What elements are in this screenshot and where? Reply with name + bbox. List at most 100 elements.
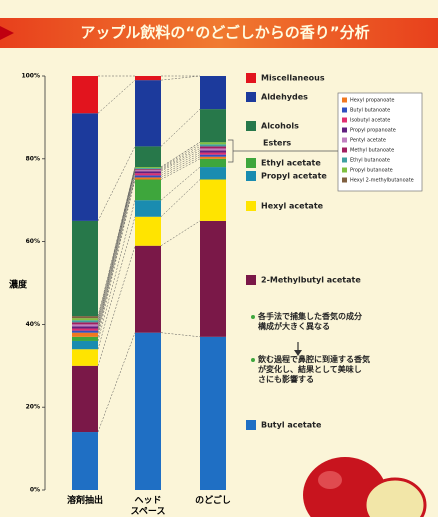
bar-segment	[72, 337, 98, 341]
legend-label: Propyl butanoate	[350, 168, 393, 174]
connector-line	[161, 142, 200, 167]
bar-segment	[72, 326, 98, 328]
legend-label: Butyl acetate	[261, 421, 322, 430]
legend-swatch	[342, 148, 347, 153]
y-tick-label: 100%	[21, 73, 40, 80]
legend-swatch	[246, 171, 256, 181]
chart: アップル飲料の“のどごしからの香り”分析 濃度 0%20%40%60%80%10…	[0, 0, 438, 517]
legend-label: Hexyl 2-methylbutanoate	[350, 178, 414, 184]
bar-segment	[135, 175, 161, 177]
bar-segment	[135, 246, 161, 333]
connector-line	[161, 159, 200, 180]
connector-line	[98, 217, 135, 349]
connector-line	[161, 153, 200, 174]
legend-swatch	[246, 158, 256, 168]
bar-segment	[72, 221, 98, 316]
bar-segment	[200, 157, 226, 159]
connector-line	[161, 180, 200, 217]
bar-segment	[72, 318, 98, 320]
annotation-bullet	[251, 358, 255, 362]
legend-label: Alcohols	[261, 122, 299, 131]
legend-label: Propyl propanoate	[350, 128, 396, 134]
bar-segment	[135, 333, 161, 490]
bar-segment	[135, 200, 161, 217]
legend-swatch	[246, 201, 256, 211]
connector-line	[98, 146, 135, 221]
connector-line	[98, 175, 135, 330]
bar-segment	[135, 76, 161, 80]
bar-segment	[200, 159, 226, 167]
page: アップル飲料の“のどごしからの香り”分析 濃度 0%20%40%60%80%10…	[0, 0, 438, 517]
bar-segment	[135, 146, 161, 167]
legend-swatch	[342, 118, 347, 123]
bar-segment	[200, 148, 226, 150]
legend-label: Ethyl acetate	[261, 159, 321, 168]
connector-line	[161, 146, 200, 169]
legend-label: Pentyl acetate	[350, 138, 386, 144]
bar-segment	[200, 151, 226, 153]
connector-line	[98, 80, 135, 113]
bar-segment	[72, 331, 98, 333]
bar-segment	[200, 153, 226, 155]
legend-swatch	[342, 108, 347, 113]
bar-segment	[135, 170, 161, 171]
bar-segment	[72, 333, 98, 337]
bar-segment	[200, 167, 226, 179]
x-tick-label: のどごし	[183, 496, 243, 507]
bar-segment	[135, 80, 161, 146]
y-tick-label: 80%	[26, 155, 40, 162]
legend-label: Methyl butanoate	[350, 148, 394, 154]
legend-label: Miscellaneous	[261, 74, 325, 83]
bar-segment	[72, 366, 98, 432]
bar-segment	[72, 349, 98, 366]
bar-segment	[200, 142, 226, 144]
bar-segment	[200, 109, 226, 142]
annotation-bullet	[251, 315, 255, 319]
connector-line	[161, 151, 200, 172]
annotation: 飲む過程で鼻腔に到達する香気 が変化し、結果として美味し さにも影響する	[258, 355, 370, 385]
bar-segment	[72, 113, 98, 221]
bar-segment	[135, 217, 161, 246]
connector-line	[161, 76, 200, 80]
bar-segment	[135, 177, 161, 179]
bar-segment	[200, 146, 226, 148]
bar-segment	[135, 171, 161, 173]
legend-swatch	[342, 98, 347, 103]
connector-line	[98, 168, 135, 320]
legend-swatch	[342, 138, 347, 143]
y-tick-label: 40%	[26, 321, 40, 328]
connector-line	[98, 246, 135, 366]
bar-segment	[200, 337, 226, 490]
bar-segment	[72, 322, 98, 324]
bar-segment	[135, 173, 161, 175]
bar-segment	[135, 168, 161, 169]
bar-segment	[72, 320, 98, 322]
legend-label: Hexyl acetate	[261, 202, 324, 211]
legend-group-title: Esters	[263, 139, 291, 148]
x-tick-label: ヘッド スペース	[118, 496, 178, 517]
annotation: 各手法で捕集した香気の成分 構成が大きく異なる	[258, 312, 362, 332]
legend-label: Butyl butanoate	[350, 108, 390, 114]
bar-segment	[72, 316, 98, 318]
bar-segment	[72, 329, 98, 331]
bar-segment	[200, 180, 226, 221]
connector-line	[161, 333, 200, 337]
legend-swatch	[246, 420, 256, 430]
bar-segment	[72, 76, 98, 113]
connector-line	[98, 170, 135, 324]
legend-swatch	[342, 168, 347, 173]
bar-segment	[72, 432, 98, 490]
bar-segment	[135, 169, 161, 170]
legend-swatch	[342, 158, 347, 163]
bar-segment	[200, 221, 226, 337]
connector-line	[98, 177, 135, 332]
legend-swatch	[246, 275, 256, 285]
bar-segment	[135, 167, 161, 168]
legend-swatch	[246, 121, 256, 131]
legend-swatch	[342, 178, 347, 183]
connector-line	[161, 167, 200, 200]
bar-segment	[200, 155, 226, 157]
chart-title: アップル飲料の“のどごしからの香り”分析	[80, 24, 369, 42]
legend-label: Aldehydes	[261, 93, 308, 102]
bar-segment	[72, 341, 98, 349]
